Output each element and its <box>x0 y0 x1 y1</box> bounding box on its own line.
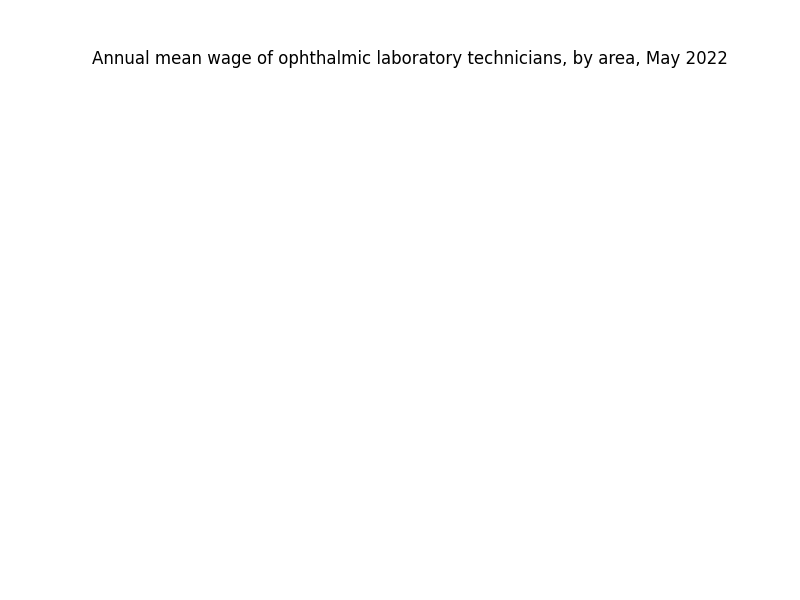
Title: Annual mean wage of ophthalmic laboratory technicians, by area, May 2022: Annual mean wage of ophthalmic laborator… <box>92 50 728 68</box>
